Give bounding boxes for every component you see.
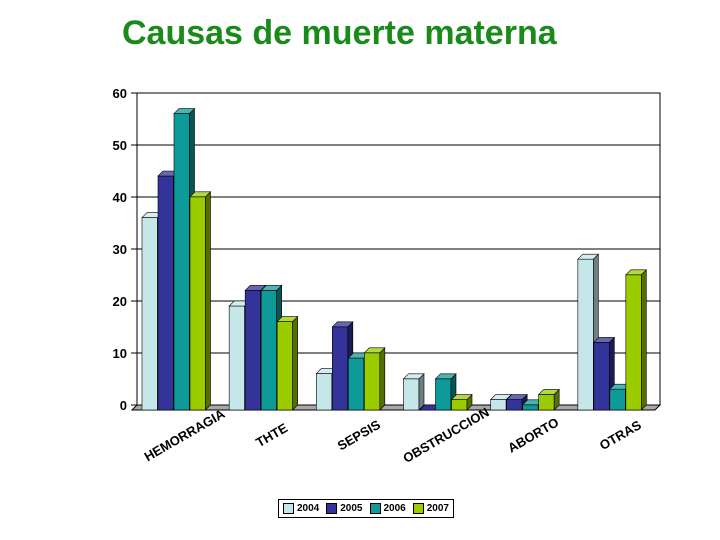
bar-top <box>593 337 616 343</box>
bar-top <box>363 347 386 354</box>
bar-front <box>490 399 507 411</box>
chart-title: Causas de muerte materna <box>122 14 557 52</box>
bar-front <box>157 175 174 411</box>
bar-front <box>403 378 420 411</box>
bar-top <box>625 269 648 276</box>
category-labels-layer: HEMORRAGIA THTE SEPSIS OBSTRUCCION ABORTO OTR… <box>142 404 644 465</box>
y-tick-label: 30 <box>113 242 127 257</box>
bar-hemorragia-2007 <box>189 191 212 411</box>
bar-front <box>189 196 206 411</box>
bar-side <box>641 269 647 411</box>
y-tick-label: 0 <box>120 398 127 413</box>
legend-swatch <box>326 503 338 514</box>
legend-swatch <box>369 503 381 514</box>
x-category-label: THTE <box>253 420 290 450</box>
legend-label: 2007 <box>426 503 449 514</box>
legend: 2004 2005 2006 2007 <box>278 499 454 518</box>
bar-top <box>537 389 560 395</box>
legend-item: 2006 <box>369 503 406 514</box>
bar-front <box>506 399 523 411</box>
bar-front <box>244 290 261 411</box>
x-category-label: OBSTRUCCION <box>400 404 491 465</box>
bar-front <box>522 404 539 411</box>
bar-front <box>609 388 626 411</box>
bar-aborto-2007 <box>537 388 560 411</box>
legend-item: 2005 <box>326 503 363 514</box>
bar-front <box>173 113 190 411</box>
bar-front <box>435 378 452 411</box>
ticks-layer: 0 10 20 30 40 50 60 <box>113 86 137 413</box>
bar-top <box>505 394 528 400</box>
bar-front <box>593 342 610 411</box>
legend-item: 2007 <box>412 503 449 514</box>
bar-top <box>244 285 267 291</box>
bar-top <box>450 394 473 400</box>
bar-side <box>292 315 298 411</box>
bar-front <box>538 394 555 411</box>
x-category-label: SEPSIS <box>335 417 383 454</box>
bar-top <box>276 316 299 322</box>
bar-side <box>379 347 386 411</box>
bar-front <box>577 258 594 411</box>
bar-front <box>316 373 333 411</box>
bar-front <box>332 326 349 411</box>
y-tick-label: 20 <box>113 294 127 309</box>
bar-front <box>364 352 381 411</box>
bar-front <box>141 217 158 411</box>
bar-top <box>260 285 283 291</box>
legend-label: 2004 <box>297 503 320 514</box>
bar-obstruccion-2004 <box>402 373 425 411</box>
bar-front <box>625 274 642 411</box>
x-category-label: HEMORRAGIA <box>142 406 228 464</box>
bar-front <box>276 321 293 411</box>
bars-layer <box>141 107 648 411</box>
bar-top <box>331 321 354 328</box>
bar-front <box>228 305 245 411</box>
legend-swatch <box>283 503 294 514</box>
bar-otras-2007 <box>625 269 648 411</box>
y-tick-label: 40 <box>113 190 127 205</box>
legend-label: 2006 <box>383 503 406 514</box>
bar-top <box>402 373 425 380</box>
legend-label: 2005 <box>340 503 363 514</box>
bar-front <box>451 399 468 411</box>
bar-side <box>418 373 425 411</box>
x-category-label: ABORTO <box>505 415 561 456</box>
bar-top <box>189 191 212 198</box>
bar-top <box>434 373 457 380</box>
y-tick-label: 10 <box>113 346 127 361</box>
grid-layer <box>136 92 661 406</box>
legend-swatch <box>412 503 424 514</box>
bar-side <box>205 191 211 411</box>
x-category-label: OTRAS <box>597 417 644 453</box>
bar-front <box>348 357 365 411</box>
y-tick-label: 50 <box>113 138 127 153</box>
bar-thte-2007 <box>276 315 299 411</box>
bar-top <box>173 108 196 114</box>
bar-sepsis-2007 <box>363 347 386 411</box>
bar-front <box>260 290 277 411</box>
bar-top <box>489 394 512 400</box>
legend-item: 2004 <box>283 503 319 514</box>
bar-top <box>577 253 600 260</box>
bar-obstruccion-2007 <box>450 393 473 411</box>
y-tick-label: 60 <box>113 86 127 101</box>
